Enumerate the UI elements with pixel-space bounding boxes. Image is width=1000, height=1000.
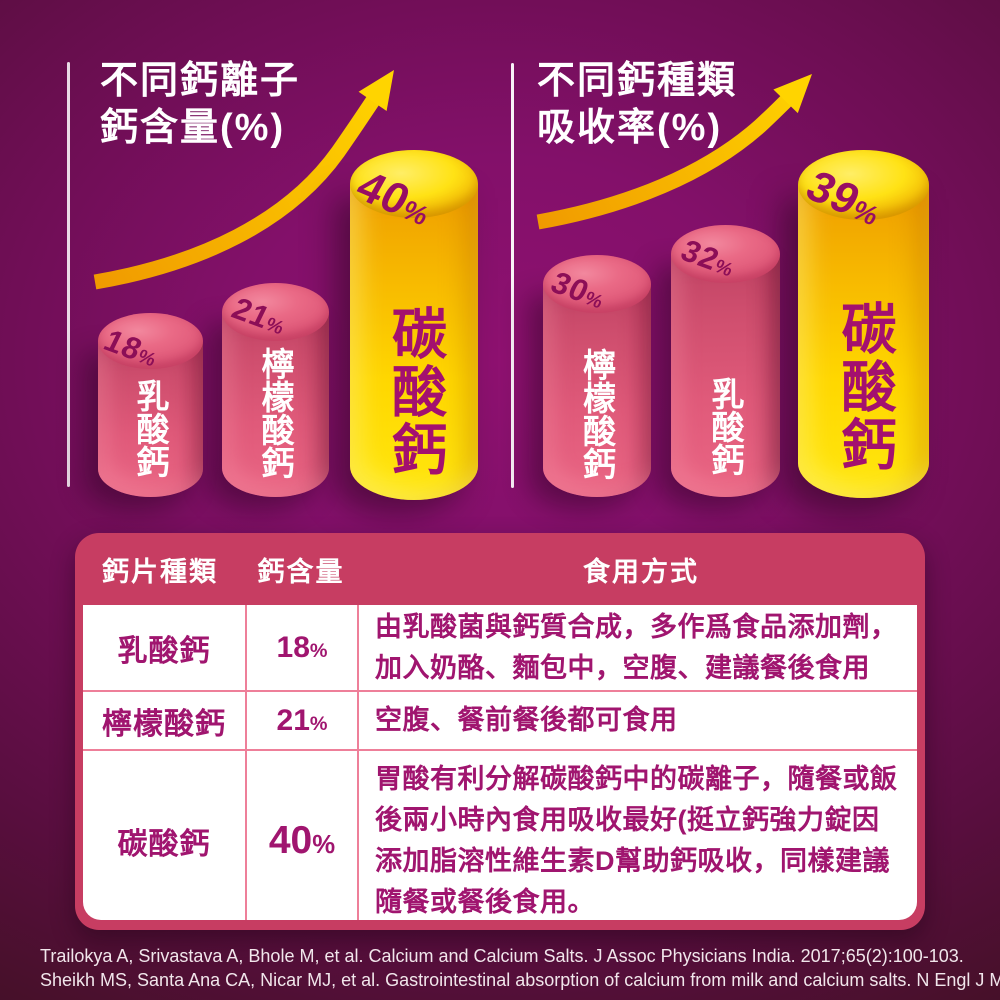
bar-cylinder-content-carbonate: 40% 碳酸鈣 — [348, 150, 478, 500]
calcium-comparison-table: 鈣片種類 鈣含量 食用方式 乳酸鈣 18% 由乳酸菌與鈣質合成，多作爲食品添加劑… — [75, 533, 925, 930]
cell-type: 乳酸鈣 — [83, 605, 247, 690]
left-chart-title: 不同鈣離子 鈣含量(%) — [100, 58, 300, 152]
cylinder-top — [222, 283, 329, 341]
table-header-usage: 食用方式 — [583, 556, 699, 587]
cell-type: 檸檬酸鈣 — [83, 692, 247, 749]
right-chart-title: 不同鈣種類 吸收率(%) — [537, 58, 737, 152]
left-chart-axis-line — [67, 62, 70, 487]
cell-content: 21% — [247, 692, 359, 749]
bar-cylinder-content-lactate: 18% 乳酸鈣 — [98, 313, 203, 497]
bar-name-label: 檸檬酸鈣 — [578, 348, 616, 480]
cell-content: 40% — [247, 751, 359, 920]
cylinder-top — [671, 225, 780, 283]
table-header-type: 鈣片種類 — [102, 556, 218, 587]
bar-name-label: 碳酸鈣 — [833, 300, 895, 474]
left-chart-title-line1: 不同鈣離子 — [100, 60, 301, 102]
right-chart-title-line2: 吸收率(%) — [537, 107, 723, 149]
table-header-content: 鈣含量 — [257, 556, 345, 587]
cylinder-top — [543, 255, 651, 313]
chart-divider-line — [511, 63, 514, 488]
citation-line-1: Trailokya A, Srivastava A, Bhole M, et a… — [40, 946, 964, 966]
bar-cylinder-absorb-lactate: 32% 乳酸鈣 — [671, 225, 780, 497]
cell-usage: 胃酸有利分解碳酸鈣中的碳離子，隨餐或飯後兩小時內食用吸收最好(挺立鈣強力錠因添加… — [375, 764, 898, 917]
table-row: 乳酸鈣 18% 由乳酸菌與鈣質合成，多作爲食品添加劑，加入奶酪、麵包中，空腹、建… — [83, 605, 917, 692]
bar-name-label: 碳酸鈣 — [383, 305, 446, 479]
citation-line-2: Sheikh MS, Santa Ana CA, Nicar MJ, et al… — [40, 970, 1000, 990]
bar-name-label: 乳酸鈣 — [707, 377, 744, 476]
table-row: 碳酸鈣 40% 胃酸有利分解碳酸鈣中的碳離子，隨餐或飯後兩小時內食用吸收最好(挺… — [83, 751, 917, 920]
bar-name-label: 乳酸鈣 — [132, 379, 169, 478]
cell-usage: 由乳酸菌與鈣質合成，多作爲食品添加劑，加入奶酪、麵包中，空腹、建議餐後食用 — [375, 611, 898, 683]
cylinder-top — [98, 313, 203, 369]
cylinder-body — [350, 184, 478, 500]
cylinder-body — [671, 254, 780, 497]
left-chart-title-line2: 鈣含量(%) — [100, 107, 286, 149]
table-row: 檸檬酸鈣 21% 空腹、餐前餐後都可食用 — [83, 692, 917, 751]
cylinder-body — [222, 312, 329, 497]
bar-cylinder-content-citrate: 21% 檸檬酸鈣 — [222, 283, 329, 497]
bar-cylinder-absorb-carbonate: 39% 碳酸鈣 — [798, 150, 929, 498]
cylinder-body — [543, 284, 651, 497]
cell-content: 18% — [247, 605, 359, 690]
cylinder-body — [798, 185, 929, 498]
right-chart-title-line1: 不同鈣種類 — [537, 60, 738, 102]
cylinder-top — [798, 150, 929, 220]
bar-name-label: 檸檬酸鈣 — [257, 347, 294, 479]
bar-cylinder-absorb-citrate: 30% 檸檬酸鈣 — [543, 255, 651, 497]
cell-type: 碳酸鈣 — [83, 751, 247, 920]
cell-usage: 空腹、餐前餐後都可食用 — [375, 705, 678, 735]
table-body: 乳酸鈣 18% 由乳酸菌與鈣質合成，多作爲食品添加劑，加入奶酪、麵包中，空腹、建… — [83, 605, 917, 920]
table-header-row: 鈣片種類 鈣含量 食用方式 — [75, 533, 925, 605]
